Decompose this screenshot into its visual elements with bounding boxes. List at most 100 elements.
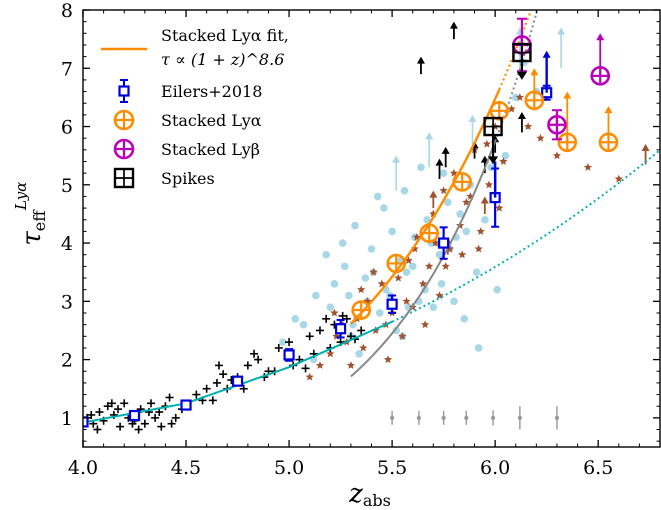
brown-star-point — [614, 174, 623, 183]
black-cross-point — [239, 384, 248, 393]
black-limit-arrow — [435, 158, 444, 179]
stacked-lya-point — [351, 300, 371, 320]
black-cross-point — [93, 425, 102, 434]
brown-star-point — [499, 157, 508, 165]
y-axis-label-sup: Lyα — [12, 182, 30, 211]
black-cross-point — [357, 326, 366, 335]
x-axis-label-sub: abs — [363, 491, 391, 510]
light-blue-point — [340, 262, 349, 271]
light-blue-point — [279, 338, 287, 346]
black-cross-point — [165, 393, 174, 402]
axes: 4.0 4.5 5.0 5.5 6.0 6.5 1 2 3 4 5 6 7 8 — [61, 0, 661, 479]
stacked-lyb-point — [547, 114, 567, 135]
reference-error-bar — [554, 406, 560, 430]
legend-label-formula: τ ∝ (1 + z)^8.6 — [161, 50, 284, 69]
x-tick-label: 5.0 — [274, 457, 304, 479]
black-cross-point — [171, 413, 180, 422]
black-cross-point — [114, 405, 123, 414]
reference-error-bar — [490, 410, 496, 426]
eilers-point — [386, 294, 398, 314]
light-blue-point — [417, 163, 425, 172]
black-cross-point — [285, 338, 294, 347]
black-cross-point — [254, 355, 263, 364]
legend-label: Stacked Lyα fit, — [161, 26, 289, 45]
brown-star-point — [359, 343, 368, 352]
light-blue-point — [291, 315, 300, 323]
brown-star-point — [439, 186, 448, 195]
black-cross-point — [87, 410, 96, 419]
light-blue-point — [361, 274, 370, 282]
legend: Stacked Lyα fit, τ ∝ (1 + z)^8.6 Eilers+20… — [101, 26, 289, 189]
brown-star-point — [482, 139, 491, 148]
light-blue-point — [462, 227, 471, 236]
legend-label: Stacked Lyα — [161, 111, 262, 130]
x-tick-label: 4.5 — [171, 457, 201, 479]
brown-star-point — [441, 262, 450, 270]
brown-star-point — [484, 180, 494, 189]
black-cross-point — [315, 326, 324, 335]
black-limit-arrow-head — [441, 146, 450, 154]
black-cross-point — [192, 390, 201, 399]
brown-star-point — [315, 361, 325, 369]
light-blue-limit-arrow-head — [425, 132, 434, 140]
plot-area — [83, 10, 660, 434]
black-cross-point — [95, 408, 104, 417]
eilers-point — [334, 318, 347, 339]
black-limit-arrow-head — [435, 158, 444, 166]
spikes-point — [512, 42, 532, 63]
x-tick-label: 5.5 — [377, 457, 407, 479]
eilers-point — [128, 409, 141, 422]
brown-limit-arrow — [429, 190, 438, 209]
y-tick-label: 4 — [61, 233, 73, 255]
light-blue-limit-arrow — [468, 114, 477, 145]
black-cross-point — [208, 396, 217, 405]
light-blue-point — [493, 285, 502, 294]
reference-error-bar-dot — [464, 415, 469, 420]
stacked-lya-point — [524, 90, 545, 111]
reference-error-bar — [517, 406, 522, 430]
brown-star-point — [330, 308, 339, 317]
brown-star-point — [305, 372, 314, 381]
stacked-lya-point — [557, 132, 578, 153]
plot-frame — [82, 9, 661, 448]
brown-star-point — [398, 331, 407, 340]
black-cross-point — [243, 361, 252, 370]
legend-label: Spikes — [161, 169, 215, 188]
light-blue-limit-arrow-head — [392, 155, 401, 163]
light-blue-point — [326, 303, 335, 311]
light-blue-point — [481, 215, 489, 224]
light-blue-point — [338, 239, 347, 247]
black-limit-arrow-head — [416, 56, 425, 64]
brown-star-point — [420, 320, 430, 329]
eilers-point — [283, 348, 295, 362]
eilers-point — [180, 399, 192, 411]
legend-label: Eilers+2018 — [161, 82, 262, 101]
brown-limit-arrow-head — [429, 190, 438, 198]
gray-fit-line — [350, 141, 497, 378]
stacked-lya-point — [386, 253, 407, 274]
light-blue-point — [423, 215, 431, 224]
brown-star-point — [507, 104, 516, 113]
spikes-limit-arrow-head — [516, 71, 527, 80]
light-blue-point — [437, 280, 446, 288]
light-blue-point — [456, 210, 464, 218]
brown-star-point — [383, 355, 393, 364]
black-cross-point — [215, 361, 224, 370]
x-tick-label: 4.0 — [68, 457, 98, 479]
light-blue-point — [439, 169, 448, 177]
eilers-limit-arrow — [542, 50, 551, 93]
y-axis-label: τeff Lyα — [12, 182, 49, 246]
brown-limit-arrow-head — [641, 144, 650, 152]
brown-star-point — [431, 238, 440, 247]
black-cross-point — [103, 402, 112, 411]
black-cross-point — [322, 314, 331, 323]
brown-star-point — [418, 279, 428, 288]
black-cross-point — [116, 422, 125, 431]
light-blue-limit-arrow — [557, 27, 566, 69]
brown-star-point — [369, 267, 378, 276]
black-limit-arrow — [517, 111, 526, 133]
eilers-square — [334, 323, 347, 335]
stacked-lya-limit-arrow-head — [530, 68, 539, 76]
y-tick-label: 2 — [61, 350, 73, 372]
light-blue-point — [443, 198, 452, 207]
